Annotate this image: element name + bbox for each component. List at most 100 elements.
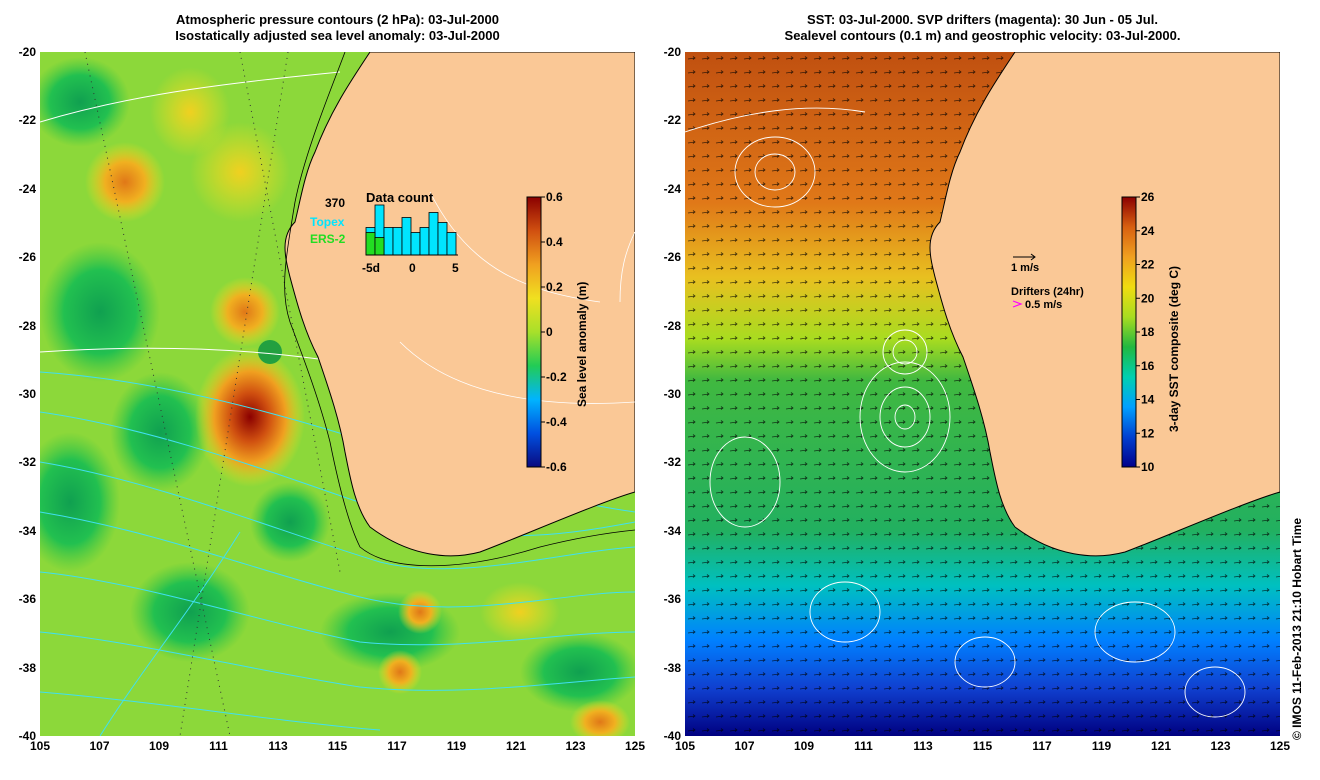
colorbar-tick-label: 22 (1141, 258, 1155, 272)
inset-topex-bar (437, 222, 448, 256)
inset-topex-bar (392, 227, 403, 256)
sealevel-contours (685, 107, 1246, 718)
y-tick-label: -30 (18, 387, 36, 401)
y-tick-label: -26 (663, 250, 681, 265)
y-tick-label: -40 (18, 729, 36, 743)
x-tick-label: 117 (387, 739, 407, 753)
land-mass (284, 52, 635, 557)
inset-topex-bar (428, 212, 439, 256)
inset-ers-bar (365, 232, 376, 256)
y-tick-label: -36 (18, 592, 36, 607)
right-title-1: SST: 03-Jul-2000. SVP drifters (magenta)… (807, 12, 1158, 27)
inset-xtick-2: 5 (452, 261, 459, 275)
x-tick-label: 113 (268, 739, 288, 753)
y-tick-label: -34 (663, 523, 681, 538)
colorbar-tick-label: 0.2 (546, 280, 563, 294)
inset-ers-bar (374, 237, 385, 256)
x-tick-label: 107 (89, 739, 110, 753)
y-tick-label: -20 (18, 45, 36, 59)
y-tick-label: -38 (18, 660, 36, 675)
inset-topex-bar (410, 232, 421, 256)
x-tick-label: 115 (327, 739, 348, 753)
colorbar-tick-label: 20 (1141, 291, 1155, 305)
inset-topex-bar (419, 227, 430, 256)
x-tick-label: 125 (1269, 739, 1291, 753)
left-title-2: Isostatically adjusted sea level anomaly… (175, 28, 500, 43)
x-tick-label: 125 (624, 739, 646, 753)
y-tick-label: -26 (18, 250, 36, 265)
colorbar-tick-label: 0.6 (546, 190, 563, 204)
x-tick-label: 107 (734, 739, 755, 753)
y-tick-label: -34 (18, 523, 36, 538)
land-contours (399, 191, 635, 404)
x-tick-label: 121 (505, 739, 527, 753)
colorbar-tick-label: 24 (1141, 224, 1155, 238)
y-tick-label: -32 (18, 455, 36, 470)
velocity-legend: 1 m/s Drifters (24hr) 0.5 m/s (1011, 253, 1084, 311)
sst-colorbar-label: 3-day SST composite (deg C) (1167, 266, 1181, 432)
colorbar-tick-label: 16 (1141, 359, 1155, 373)
x-tick-label: 115 (972, 739, 993, 753)
x-tick-label: 117 (1032, 739, 1052, 753)
colorbar-tick-label: 26 (1141, 190, 1155, 204)
y-tick-label: -24 (663, 181, 681, 196)
x-tick-label: 121 (1150, 739, 1172, 753)
inset-topex-bar (446, 232, 457, 256)
inset-ers-label: ERS-2 (310, 232, 346, 246)
colorbar-tick-label: 12 (1141, 426, 1155, 440)
x-tick-label: 111 (209, 739, 228, 753)
sla-anomaly-field (40, 57, 635, 736)
data-count-inset: 370 Data count Topex ERS-2 -5d 0 5 (310, 190, 459, 275)
sla-colorbar: 0.6 0.4 0.2 0 -0.2 -0.4 -0.6 Sea level anomaly… (526, 190, 589, 474)
y-tick-label: -30 (663, 387, 681, 401)
right-title-2: Sealevel contours (0.1 m) and geostrophi… (784, 28, 1181, 43)
y-tick-label: -24 (18, 181, 36, 196)
y-tick-label: -22 (18, 113, 36, 128)
inset-topex-label: Topex (310, 215, 345, 229)
x-tick-label: 109 (793, 739, 815, 753)
x-tick-label: 105 (674, 739, 696, 753)
left-map: 370 Data count Topex ERS-2 -5d 0 5 0.60.… (40, 52, 635, 736)
legend-speed: 1 m/s (1011, 262, 1039, 274)
colorbar-tick-label: 0.4 (546, 235, 563, 249)
y-tick-label: -36 (663, 592, 681, 607)
colorbar-tick-label: 18 (1141, 325, 1155, 339)
right-map: 1 m/s Drifters (24hr) 0.5 m/s 26 24 22 20 18… (685, 52, 1280, 736)
x-tick-label: 119 (1091, 739, 1112, 753)
x-tick-label: 123 (565, 739, 586, 753)
x-tick-label: 113 (913, 739, 933, 753)
inset-max-count: 370 (325, 196, 345, 210)
credit-text: © IMOS 11-Feb-2013 21:10 Hobart Time (1290, 517, 1304, 740)
inset-topex-bar (401, 217, 412, 256)
colorbar-tick-label: -0.4 (546, 415, 567, 429)
y-tick-label: -32 (663, 455, 681, 470)
colorbar-tick-label: 10 (1141, 460, 1155, 474)
y-tick-label: -28 (18, 318, 36, 333)
satellite-tracks (84, 52, 341, 736)
sst-colorbar: 26 24 22 20 18 16 14 12 10 3-day SST composite (… (1121, 190, 1181, 474)
x-tick-label: 105 (29, 739, 51, 753)
colorbar-tick-label: 0 (546, 325, 553, 339)
colorbar-tick-label: 14 (1141, 393, 1155, 407)
y-tick-label: -20 (663, 45, 681, 59)
legend-drifter-speed: 0.5 m/s (1025, 299, 1062, 311)
colorbar-tick-label: -0.2 (546, 370, 567, 384)
left-title-1: Atmospheric pressure contours (2 hPa): 0… (176, 12, 499, 27)
legend-drifters: Drifters (24hr) (1011, 286, 1084, 298)
x-tick-label: 109 (148, 739, 170, 753)
land-mass-right (929, 52, 1280, 557)
y-tick-label: -28 (663, 318, 681, 333)
inset-title: Data count (366, 190, 434, 205)
x-tick-label: 111 (854, 739, 873, 753)
inset-topex-bar (383, 227, 394, 256)
y-tick-label: -40 (663, 729, 681, 743)
x-tick-label: 123 (1210, 739, 1231, 753)
shelf-contour (284, 52, 635, 567)
y-tick-label: -22 (663, 113, 681, 128)
y-tick-label: -38 (663, 660, 681, 675)
colorbar-tick-label: -0.6 (546, 460, 567, 474)
inset-xtick-1: 0 (409, 261, 416, 275)
inset-xtick-0: -5d (362, 261, 380, 275)
sla-colorbar-label: Sea level anomaly (m) (575, 282, 589, 407)
x-tick-label: 119 (446, 739, 467, 753)
